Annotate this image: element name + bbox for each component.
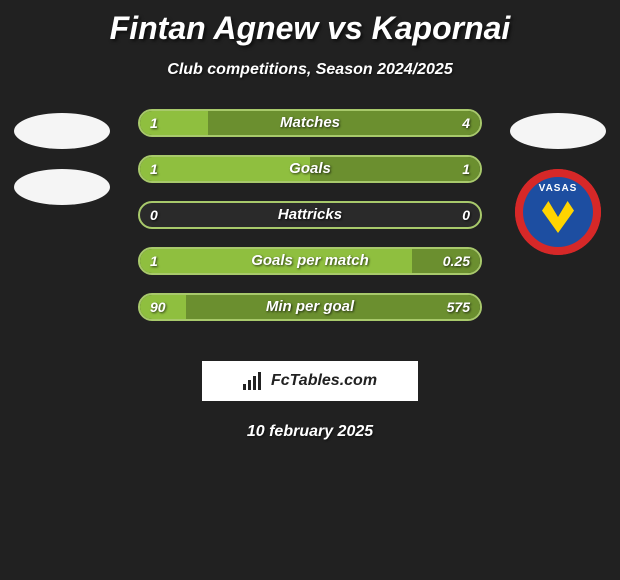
stat-label: Goals per match bbox=[140, 249, 480, 273]
stat-bar: 10.25Goals per match bbox=[138, 247, 482, 275]
right-player-column: VASAS bbox=[508, 113, 608, 255]
stat-bars: 14Matches 11Goals 00Hattricks 10.25Goals pe… bbox=[138, 109, 482, 321]
stat-label: Min per goal bbox=[140, 295, 480, 319]
bar-chart-icon bbox=[243, 372, 265, 390]
stat-label: Matches bbox=[140, 111, 480, 135]
avatar-placeholder-icon bbox=[510, 113, 606, 149]
left-player-column bbox=[12, 113, 112, 205]
subtitle: Club competitions, Season 2024/2025 bbox=[0, 61, 620, 79]
stat-label: Hattricks bbox=[140, 203, 480, 227]
page-title: Fintan Agnew vs Kapornai bbox=[0, 0, 620, 47]
brand-text: FcTables.com bbox=[271, 372, 377, 390]
club-placeholder-icon bbox=[14, 169, 110, 205]
brand-box: FcTables.com bbox=[202, 361, 418, 401]
date-label: 10 february 2025 bbox=[0, 423, 620, 441]
avatar-placeholder-icon bbox=[14, 113, 110, 149]
stats-area: VASAS 14Matches 11Goals 00Hattricks 10.25Go… bbox=[0, 109, 620, 339]
chevron-icon bbox=[542, 201, 574, 233]
stat-bar: 90575Min per goal bbox=[138, 293, 482, 321]
stat-bar: 00Hattricks bbox=[138, 201, 482, 229]
stat-bar: 14Matches bbox=[138, 109, 482, 137]
club-badge-icon: VASAS bbox=[515, 169, 601, 255]
stat-bar: 11Goals bbox=[138, 155, 482, 183]
club-badge-text: VASAS bbox=[539, 183, 578, 194]
stat-label: Goals bbox=[140, 157, 480, 181]
